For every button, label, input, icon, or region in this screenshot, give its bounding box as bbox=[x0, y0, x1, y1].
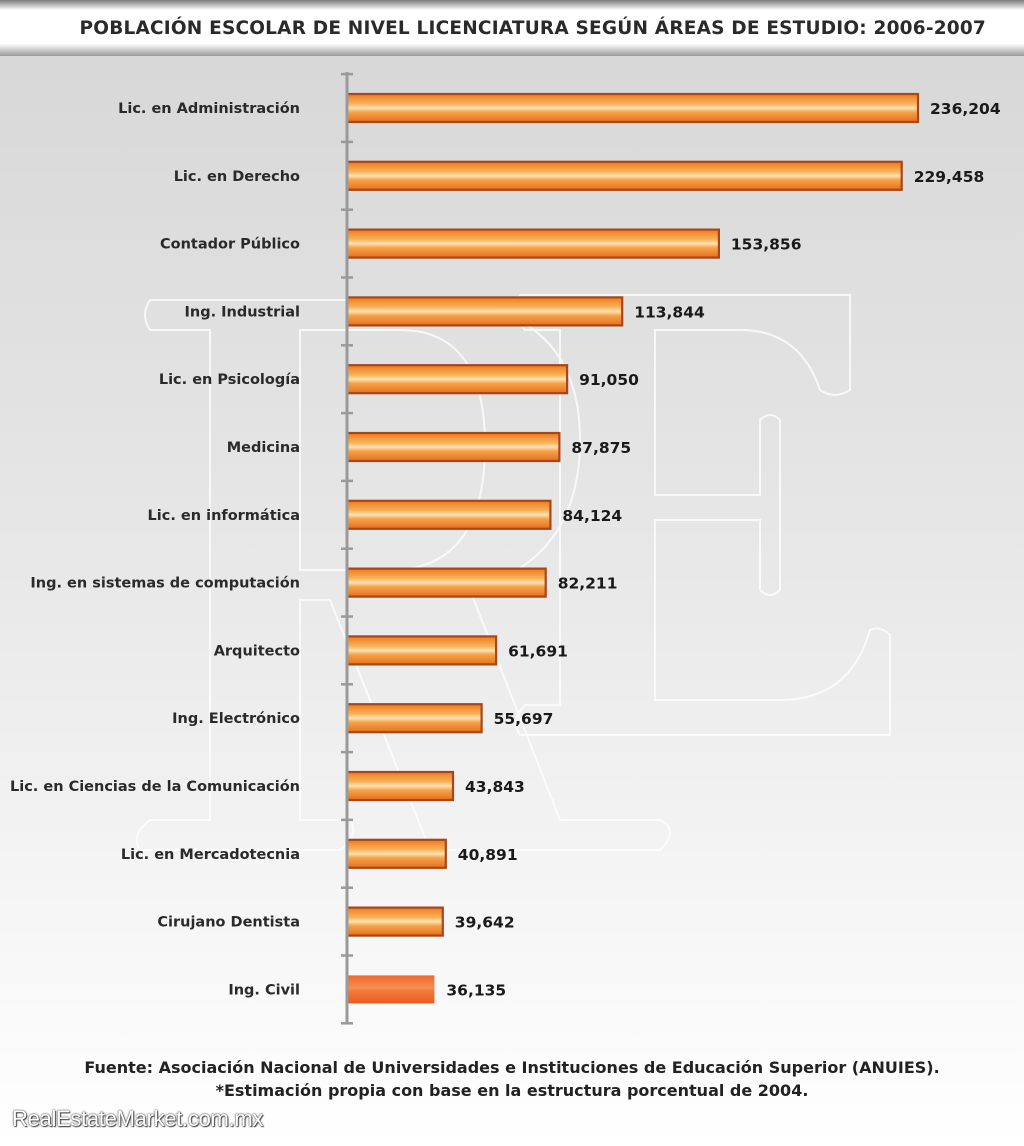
value-label-12: 39,642 bbox=[455, 914, 515, 932]
category-label-9: Ing. Electrónico bbox=[172, 711, 300, 727]
chart-title: POBLACIÓN ESCOLAR DE NIVEL LICENCIATURA … bbox=[79, 18, 986, 39]
value-label-13: 36,135 bbox=[446, 981, 506, 999]
category-label-12: Cirujano Dentista bbox=[157, 915, 300, 931]
value-label-1: 229,458 bbox=[914, 168, 985, 186]
bar-5 bbox=[345, 431, 561, 463]
brand-watermark: RealEstateMarket.com.mx bbox=[12, 1106, 264, 1131]
category-label-5: Medicina bbox=[227, 440, 300, 456]
category-label-10: Lic. en Ciencias de la Comunicación bbox=[10, 779, 300, 795]
value-label-0: 236,204 bbox=[930, 100, 1001, 118]
category-label-2: Contador Público bbox=[160, 237, 300, 253]
category-label-8: Arquitecto bbox=[214, 643, 300, 659]
bar-7 bbox=[345, 567, 547, 598]
value-label-9: 55,697 bbox=[494, 710, 554, 728]
category-label-7: Ing. en sistemas de computación bbox=[30, 576, 300, 592]
bar-12 bbox=[345, 906, 444, 937]
bar-4 bbox=[345, 364, 569, 395]
bar-11 bbox=[345, 838, 447, 869]
estimation-note: *Estimación propia con base en la estruc… bbox=[215, 1081, 809, 1100]
value-label-5: 87,875 bbox=[571, 439, 631, 457]
category-label-4: Lic. en Psicología bbox=[159, 372, 300, 388]
bar-9 bbox=[345, 703, 483, 734]
bar-0 bbox=[345, 92, 920, 124]
value-label-4: 91,050 bbox=[579, 371, 639, 389]
bar-1 bbox=[345, 160, 903, 191]
value-label-2: 153,856 bbox=[731, 236, 802, 254]
chart-footer: Fuente: Asociación Nacional de Universid… bbox=[0, 1056, 1024, 1102]
value-label-6: 84,124 bbox=[562, 507, 622, 525]
category-label-11: Lic. en Mercadotecnia bbox=[121, 847, 300, 863]
value-label-11: 40,891 bbox=[458, 846, 518, 864]
bar-6 bbox=[345, 499, 552, 530]
value-label-10: 43,843 bbox=[465, 778, 525, 796]
bar-13 bbox=[347, 975, 435, 1004]
bar-3 bbox=[345, 296, 624, 327]
category-label-6: Lic. en informática bbox=[148, 508, 300, 524]
title-bar: POBLACIÓN ESCOLAR DE NIVEL LICENCIATURA … bbox=[0, 0, 1024, 56]
value-label-8: 61,691 bbox=[508, 642, 568, 660]
bar-10 bbox=[345, 770, 455, 802]
value-label-3: 113,844 bbox=[634, 303, 705, 321]
bar-8 bbox=[345, 635, 498, 666]
category-label-13: Ing. Civil bbox=[228, 982, 300, 998]
category-label-1: Lic. en Derecho bbox=[174, 169, 300, 185]
category-label-3: Ing. Industrial bbox=[184, 304, 300, 320]
source-note: Fuente: Asociación Nacional de Universid… bbox=[84, 1058, 940, 1077]
bar-2 bbox=[345, 228, 720, 259]
value-label-7: 82,211 bbox=[558, 575, 618, 593]
category-label-0: Lic. en Administración bbox=[118, 101, 300, 117]
